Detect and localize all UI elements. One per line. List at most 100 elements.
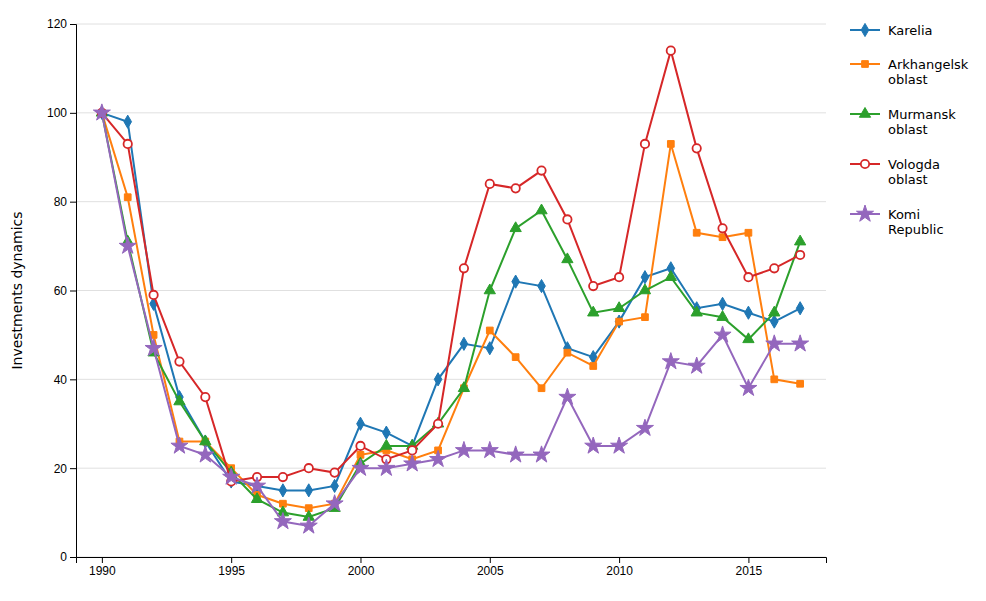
plot: 199019952000200520102015020406080100120 <box>47 17 827 577</box>
tick-label: 2000 <box>348 564 375 578</box>
grid-line <box>76 379 826 380</box>
axis-line <box>70 25 77 558</box>
grid <box>76 24 826 557</box>
point <box>590 363 597 370</box>
point <box>770 315 778 328</box>
point <box>718 224 726 232</box>
tick-label: 0 <box>60 550 67 564</box>
point <box>93 104 110 120</box>
point <box>305 484 313 497</box>
series <box>99 109 804 511</box>
tick-mark <box>490 557 491 563</box>
point <box>797 380 804 387</box>
x-axis: 199019952000200520102015 <box>77 557 827 578</box>
tick-mark <box>70 291 76 292</box>
legend-item: Karelia <box>850 23 933 38</box>
series <box>98 46 805 485</box>
point <box>792 335 809 351</box>
point <box>330 468 338 476</box>
point <box>511 184 519 192</box>
tick: 2000 <box>348 557 375 578</box>
legend-item: Arkhangelskoblast <box>850 57 969 88</box>
tick-label: 2005 <box>477 564 504 578</box>
tick-label: 2015 <box>736 564 763 578</box>
point <box>611 437 628 453</box>
point <box>352 459 369 475</box>
point <box>744 273 752 281</box>
axis-title: Investments dynamics <box>9 211 25 369</box>
legend-symbol <box>862 61 869 68</box>
point <box>331 479 339 492</box>
legend-symbol <box>856 205 873 221</box>
tick-mark <box>70 24 76 25</box>
point <box>740 379 757 395</box>
legend: KareliaArkhangelskoblastMurmanskoblastVo… <box>850 23 969 238</box>
point <box>460 264 468 272</box>
point <box>769 306 780 316</box>
point <box>714 326 731 342</box>
point <box>667 46 675 54</box>
point <box>300 517 317 533</box>
legend-label: Vologdaoblast <box>888 157 940 188</box>
tick-label: 40 <box>54 373 68 387</box>
point <box>510 222 521 232</box>
legend-symbol <box>861 23 869 36</box>
point <box>562 253 573 263</box>
point <box>251 493 262 503</box>
series <box>93 104 808 533</box>
point <box>378 459 395 475</box>
point <box>434 373 442 386</box>
line <box>102 113 800 508</box>
point <box>455 441 472 457</box>
tick: 20 <box>54 462 76 476</box>
point <box>175 357 183 365</box>
point <box>486 342 494 355</box>
tick-label: 120 <box>47 17 67 31</box>
tick: 2010 <box>606 557 633 578</box>
point <box>357 417 365 430</box>
point <box>616 318 623 325</box>
point <box>124 194 131 201</box>
legend-symbol <box>861 160 869 168</box>
tick-label: 100 <box>47 106 67 120</box>
point <box>636 419 653 435</box>
point <box>481 441 498 457</box>
point <box>249 477 266 493</box>
point <box>460 337 468 350</box>
point <box>642 314 649 321</box>
point <box>615 273 623 281</box>
marks <box>93 46 808 533</box>
chart: 199019952000200520102015020406080100120I… <box>0 0 986 601</box>
legend-item: Vologdaoblast <box>850 157 940 188</box>
line <box>102 113 800 491</box>
point <box>223 468 240 484</box>
point <box>639 284 650 294</box>
point <box>693 229 700 236</box>
point <box>719 297 727 310</box>
tick-mark <box>70 202 76 203</box>
point <box>200 435 211 445</box>
tick: 2005 <box>477 557 504 578</box>
point <box>693 144 701 152</box>
point <box>564 349 571 356</box>
legend-label: Arkhangelskoblast <box>888 57 969 88</box>
line <box>102 113 800 517</box>
point <box>745 306 753 319</box>
tick: 100 <box>47 106 76 120</box>
point <box>771 376 778 383</box>
point <box>171 437 188 453</box>
point <box>743 333 754 343</box>
point <box>383 426 391 439</box>
tick: 60 <box>54 284 76 298</box>
point <box>484 284 495 294</box>
point <box>533 446 550 462</box>
tick-label: 80 <box>54 195 68 209</box>
point <box>145 339 162 355</box>
tick-mark <box>231 557 232 563</box>
legend-item: KomiRepublic <box>850 205 944 237</box>
legend-label: Karelia <box>888 23 933 38</box>
tick-mark <box>70 379 76 380</box>
point <box>512 275 520 288</box>
point <box>507 446 524 462</box>
point <box>536 204 547 214</box>
